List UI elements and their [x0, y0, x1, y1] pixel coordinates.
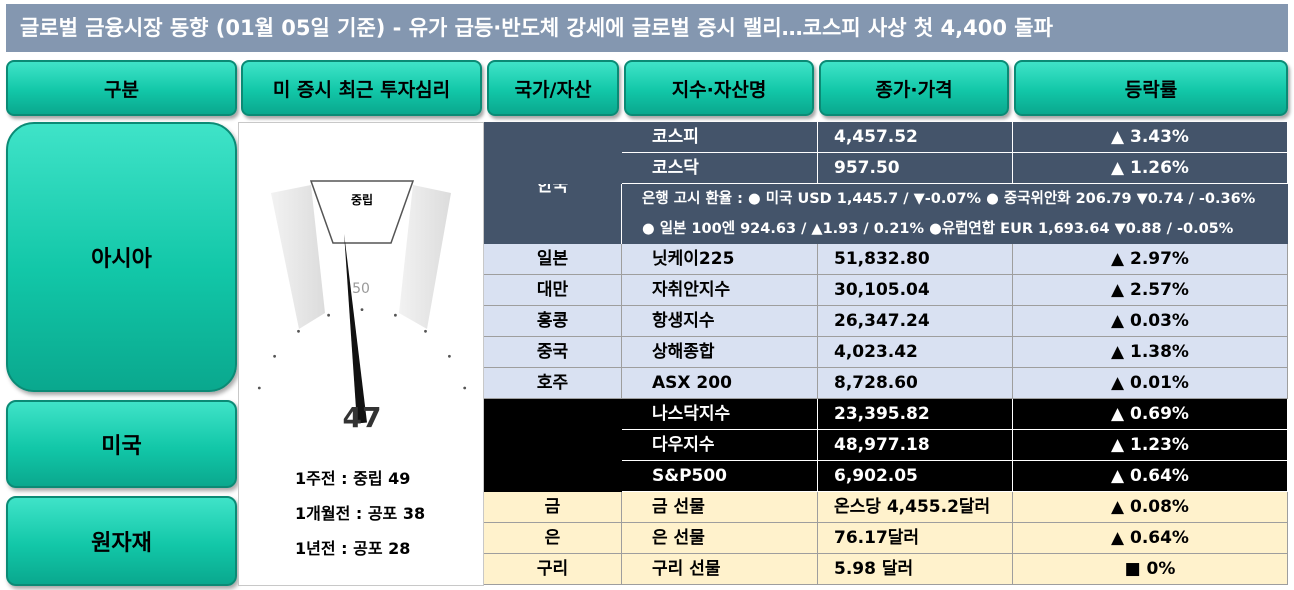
index-name: 금 선물 — [622, 492, 818, 523]
us-block: 미국 나스닥지수 23,395.82 ▲ 0.69% 다우지수 48,977.1… — [484, 399, 1288, 492]
table-row: 나스닥지수 23,395.82 ▲ 0.69% — [484, 399, 1288, 430]
index-change: ▲ 0.64% — [1013, 461, 1288, 492]
fx-rates-line-1: 은행 고시 환율 : ● 미국 USD 1,445.7 / ▼-0.07% ● … — [642, 191, 1256, 207]
table-row: 코스닥 957.50 ▲ 1.26% — [484, 153, 1288, 184]
country-cell: 호주 — [484, 368, 622, 399]
country-cell: 홍콩 — [484, 306, 622, 337]
market-table: 한국 코스피 4,457.52 ▲ 3.43% 코스닥 957.50 ▲ 1.2… — [484, 122, 1288, 586]
history-month: 1개월전 : 공포 38 — [295, 504, 426, 523]
country-cell: 구리 — [484, 554, 622, 585]
country-cell: 대만 — [484, 275, 622, 306]
gauge-tick — [273, 354, 276, 358]
index-change: ▲ 3.43% — [1013, 122, 1288, 153]
index-name: 상해종합 — [622, 337, 818, 368]
table-row: 구리 구리 선물 5.98 달러 ■ 0% — [484, 554, 1288, 585]
index-change: ▲ 1.38% — [1013, 337, 1288, 368]
sentiment-gauge: 중립 50 — [257, 180, 467, 423]
header-category[interactable]: 구분 — [6, 60, 237, 116]
index-price: 51,832.80 — [818, 244, 1013, 275]
index-name: 구리 선물 — [622, 554, 818, 585]
gauge-band-right — [399, 185, 451, 329]
table-row: 코스피 4,457.52 ▲ 3.43% — [484, 122, 1288, 153]
page-title: 글로벌 금융시장 동향 (01월 05일 기준) - 유가 급등·반도체 강세에… — [6, 4, 1288, 52]
gauge-zone-label: 중립 — [351, 193, 373, 207]
gauge-tick — [257, 386, 261, 390]
header-sentiment[interactable]: 미 증시 최근 투자심리 — [241, 60, 482, 116]
index-name: ASX 200 — [622, 368, 818, 399]
gauge-scale-mark: 50 — [352, 281, 370, 297]
korea-block: 한국 코스피 4,457.52 ▲ 3.43% 코스닥 957.50 ▲ 1.2… — [484, 122, 1288, 244]
country-cell: 중국 — [484, 337, 622, 368]
index-change: ▲ 0.03% — [1013, 306, 1288, 337]
index-change: ▲ 2.57% — [1013, 275, 1288, 306]
gauge-tick — [448, 354, 451, 358]
gauge-neutral-zone — [309, 180, 415, 244]
index-name: 닛케이225 — [622, 244, 818, 275]
index-name: 자취안지수 — [622, 275, 818, 306]
index-change: ▲ 0.01% — [1013, 368, 1288, 399]
index-price: 4,023.42 — [818, 337, 1013, 368]
index-name: 은 선물 — [622, 523, 818, 554]
fx-rates-line-2: ● 일본 100엔 924.63 / ▲1.93 / 0.21% ●유럽연합 E… — [642, 221, 1234, 237]
index-price: 5.98 달러 — [818, 554, 1013, 585]
index-price: 48,977.18 — [818, 430, 1013, 461]
table-row: 호주 ASX 200 8,728.60 ▲ 0.01% — [484, 368, 1288, 399]
index-name: 다우지수 — [622, 430, 818, 461]
index-change: ■ 0% — [1013, 554, 1288, 585]
index-price: 957.50 — [818, 153, 1013, 184]
country-cell: 금 — [484, 492, 622, 523]
table-row: 대만 자취안지수 30,105.04 ▲ 2.57% — [484, 275, 1288, 306]
index-name: S&P500 — [622, 461, 818, 492]
index-price: 8,728.60 — [818, 368, 1013, 399]
index-change: ▲ 0.64% — [1013, 523, 1288, 554]
table-row: 은 은 선물 76.17달러 ▲ 0.64% — [484, 523, 1288, 554]
index-change: ▲ 1.23% — [1013, 430, 1288, 461]
table-row: 금 금 선물 온스당 4,455.2달러 ▲ 0.08% — [484, 492, 1288, 523]
gauge-tick — [297, 329, 300, 333]
index-name: 코스피 — [622, 122, 818, 153]
index-price: 23,395.82 — [818, 399, 1013, 430]
country-cell: 은 — [484, 523, 622, 554]
table-row: 홍콩 항생지수 26,347.24 ▲ 0.03% — [484, 306, 1288, 337]
region-us-button[interactable]: 미국 — [6, 400, 237, 488]
index-price: 6,902.05 — [818, 461, 1013, 492]
index-name: 나스닥지수 — [622, 399, 818, 430]
sentiment-gauge-panel: 중립 50 47 1주전 : 중립 49 1개월전 : 공포 38 1년전 : … — [238, 122, 484, 586]
index-price: 26,347.24 — [818, 306, 1013, 337]
index-price: 30,105.04 — [818, 275, 1013, 306]
gauge-tick — [463, 386, 467, 390]
header-country[interactable]: 국가/자산 — [487, 60, 619, 116]
history-year: 1년전 : 공포 28 — [295, 539, 411, 558]
gauge-needle — [344, 233, 367, 423]
table-row: S&P500 6,902.05 ▲ 0.64% — [484, 461, 1288, 492]
index-change: ▲ 0.69% — [1013, 399, 1288, 430]
index-price: 76.17달러 — [818, 523, 1013, 554]
index-price: 온스당 4,455.2달러 — [818, 492, 1013, 523]
table-row: 중국 상해종합 4,023.42 ▲ 1.38% — [484, 337, 1288, 368]
gauge-value: 47 — [342, 401, 382, 434]
index-change: ▲ 1.26% — [1013, 153, 1288, 184]
index-change: ▲ 2.97% — [1013, 244, 1288, 275]
index-name: 코스닥 — [622, 153, 818, 184]
country-cell: 일본 — [484, 244, 622, 275]
gauge-tick — [360, 308, 364, 311]
gauge-ticks — [257, 308, 467, 390]
history-week: 1주전 : 중립 49 — [295, 469, 411, 488]
gauge-tick — [394, 313, 397, 317]
index-name: 항생지수 — [622, 306, 818, 337]
gauge-tick — [327, 313, 330, 317]
region-asia-button[interactable]: 아시아 — [6, 122, 237, 392]
header-price[interactable]: 종가·가격 — [819, 60, 1009, 116]
table-row: 다우지수 48,977.18 ▲ 1.23% — [484, 430, 1288, 461]
index-change: ▲ 0.08% — [1013, 492, 1288, 523]
gauge-tick — [424, 329, 427, 333]
header-change[interactable]: 등락률 — [1014, 60, 1288, 116]
table-row: 일본 닛케이225 51,832.80 ▲ 2.97% — [484, 244, 1288, 275]
header-index-name[interactable]: 지수·자산명 — [624, 60, 814, 116]
index-price: 4,457.52 — [818, 122, 1013, 153]
gauge-band-left — [271, 185, 325, 329]
region-commodities-button[interactable]: 원자재 — [6, 496, 237, 586]
